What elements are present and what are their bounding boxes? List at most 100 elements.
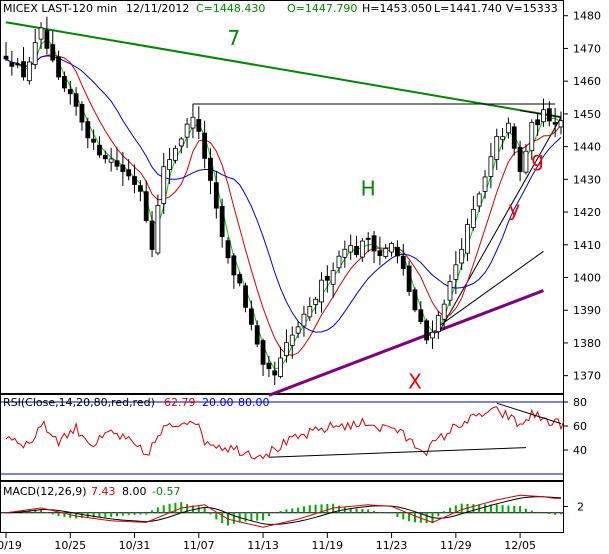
candle xyxy=(178,136,184,154)
macd-legend-macd: 7.43 xyxy=(91,485,116,498)
price-panel: 7 H Xy g xyxy=(3,16,564,397)
price-trendline-4 xyxy=(438,250,544,327)
macd-panel xyxy=(1,494,563,528)
candle xyxy=(459,238,465,270)
candle xyxy=(506,117,511,139)
candle xyxy=(225,237,231,264)
rsi-ytick-label: 40 xyxy=(573,444,587,457)
candle xyxy=(395,240,400,264)
rsi-legend: RSI(Close,14,20,80,red,red) 62.79 20.00 … xyxy=(3,396,270,409)
xtick-label: 12/05 xyxy=(504,539,536,552)
candle xyxy=(418,301,424,325)
candle xyxy=(202,120,208,169)
candle xyxy=(3,42,9,62)
candle xyxy=(38,22,44,49)
candle xyxy=(424,318,430,345)
date-label: 12/11/2012 xyxy=(126,2,189,15)
candle xyxy=(73,87,79,116)
annotation-1: H xyxy=(361,177,376,201)
macd-ytick-label: 2 xyxy=(577,500,584,513)
price-ytick-label: 1370 xyxy=(573,370,601,383)
candle xyxy=(149,211,155,258)
candle xyxy=(184,118,190,148)
candle xyxy=(377,236,383,266)
macd-signal-line xyxy=(5,496,562,525)
annotation-0: 7 xyxy=(227,26,240,50)
candle xyxy=(517,140,523,182)
candle xyxy=(552,107,558,138)
candle xyxy=(319,272,324,313)
candle xyxy=(108,147,114,172)
price-ytick-label: 1410 xyxy=(573,239,601,252)
xtick-label: 11/29 xyxy=(440,539,472,552)
candle xyxy=(260,338,266,376)
candle xyxy=(359,238,365,262)
candle xyxy=(9,50,15,76)
candle xyxy=(307,297,313,322)
price-header: MICEX LAST-120 min 12/11/2012 C=1448.430… xyxy=(1,1,561,15)
candle xyxy=(243,282,248,313)
close-value: C=1448.430 xyxy=(196,2,265,15)
candle xyxy=(295,321,301,339)
candle xyxy=(208,148,213,195)
candle xyxy=(482,169,488,199)
candle xyxy=(406,260,412,296)
xtick-label: 11/13 xyxy=(247,539,279,552)
candle xyxy=(196,106,202,140)
xtick-label: 11/07 xyxy=(183,539,215,552)
annotation-3: y xyxy=(508,196,520,220)
price-ytick-label: 1480 xyxy=(573,10,601,23)
price-trendline-0 xyxy=(5,21,562,119)
candle xyxy=(523,144,529,175)
candle xyxy=(50,30,56,63)
instrument-label: MICEX LAST-120 min xyxy=(3,2,117,15)
candle xyxy=(79,101,85,131)
candle xyxy=(336,250,342,274)
candle xyxy=(173,145,178,164)
candle xyxy=(143,180,149,223)
candle xyxy=(435,311,441,339)
candle xyxy=(313,296,319,314)
candle xyxy=(558,111,564,135)
candle xyxy=(56,50,61,81)
rsi-trendline-0 xyxy=(268,447,526,458)
macd-panel-frame xyxy=(0,481,564,533)
price-ytick-label: 1440 xyxy=(573,141,601,154)
rsi-trendline-1 xyxy=(496,402,562,425)
high-value: H=1453.050 xyxy=(362,2,432,15)
rsi-legend-value: 62.79 xyxy=(164,396,196,409)
price-ytick-label: 1400 xyxy=(573,271,601,284)
candle xyxy=(430,320,435,349)
candle xyxy=(541,98,546,127)
price-ytick-label: 1380 xyxy=(573,337,601,350)
rsi-legend-low: 20.00 xyxy=(202,396,234,409)
candle xyxy=(62,71,67,92)
xtick-label: 10/19 xyxy=(0,539,22,552)
candle xyxy=(529,119,535,160)
candle xyxy=(248,300,254,331)
candle xyxy=(21,47,26,81)
candle xyxy=(348,234,354,260)
rsi-ytick-label: 60 xyxy=(573,420,587,433)
price-ytick-label: 1390 xyxy=(573,304,601,317)
axes: 1480 1470 1460 1450 1440 1430 1420 1410 1400 1390… xyxy=(0,10,601,552)
macd-legend-hist: -0.57 xyxy=(152,485,180,498)
candle xyxy=(535,113,541,136)
macd-legend-signal: 8.00 xyxy=(122,485,147,498)
volume-value: V=15333 xyxy=(506,2,558,15)
annotation-4: g xyxy=(531,147,544,171)
candle xyxy=(114,147,120,171)
candle xyxy=(15,57,21,69)
xtick-label: 10/31 xyxy=(119,539,151,552)
candle xyxy=(155,194,161,256)
candle xyxy=(365,232,371,253)
rsi-panel-frame xyxy=(0,394,564,481)
rsi-panel xyxy=(1,401,565,475)
candle xyxy=(476,191,482,212)
candle xyxy=(342,240,348,268)
candle xyxy=(289,326,295,359)
candle xyxy=(354,235,359,258)
macd-legend: MACD(12,26,9) 7.43 8.00 -0.57 xyxy=(3,485,180,498)
